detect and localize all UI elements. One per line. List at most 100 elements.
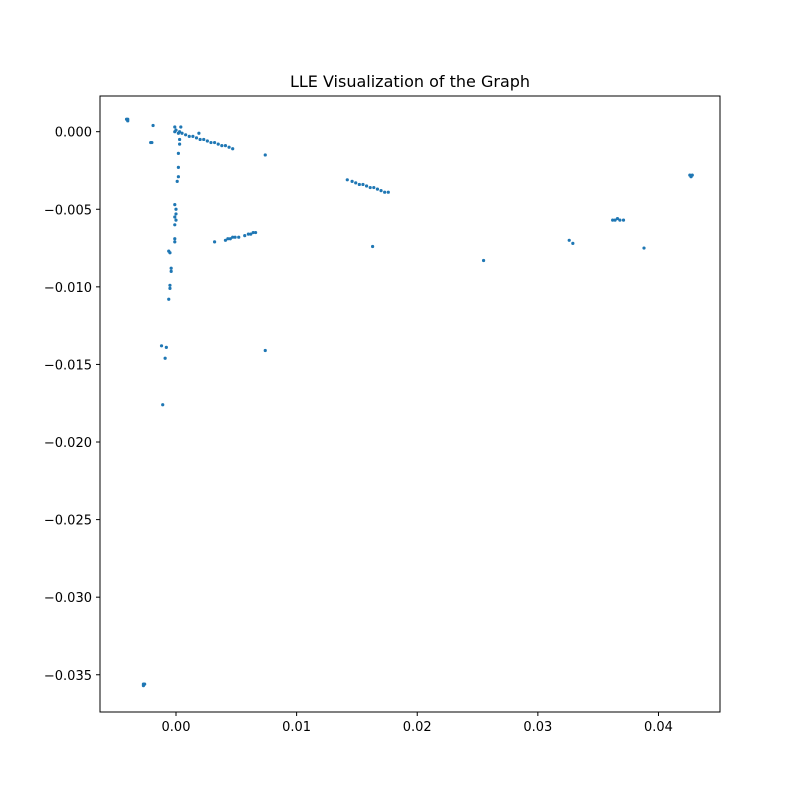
data-point: [254, 230, 258, 235]
y-tick-label: −0.030: [44, 591, 92, 606]
data-point: [173, 203, 177, 207]
data-point: [173, 125, 177, 129]
data-point: [194, 136, 199, 140]
data-point: [205, 139, 209, 143]
y-axis: 0.000 −0.005 −0.010 −0.015 −0.020 −0.025 −0.03…: [44, 126, 100, 684]
data-point: [176, 175, 180, 179]
data-point: [345, 178, 349, 182]
data-point: [169, 266, 173, 270]
data-point: [237, 235, 241, 239]
data-point: [615, 216, 620, 221]
data-point: [613, 218, 617, 222]
data-point: [149, 140, 153, 145]
data-point: [383, 190, 387, 194]
data-point: [263, 348, 267, 353]
data-point: [571, 241, 575, 246]
data-point: [216, 142, 220, 146]
data-point: [231, 147, 235, 151]
data-point: [174, 207, 178, 211]
y-tick-label: 0.000: [55, 126, 92, 141]
y-tick-label: −0.005: [44, 203, 92, 218]
data-point: [179, 125, 183, 129]
data-point: [191, 134, 195, 138]
data-point: [178, 130, 182, 134]
data-point: [124, 117, 129, 121]
data-point: [364, 184, 369, 188]
data-point: [226, 237, 230, 241]
data-point: [368, 185, 372, 190]
x-tick-label: 0.02: [403, 720, 432, 735]
data-point: [175, 179, 179, 183]
data-point: [375, 187, 380, 191]
y-tick-label: −0.020: [44, 436, 92, 451]
data-point: [642, 246, 646, 250]
data-point: [174, 212, 178, 216]
data-point: [161, 403, 165, 407]
data-point: [223, 238, 228, 242]
data-point: [151, 123, 155, 128]
data-point: [159, 344, 164, 348]
data-point: [169, 269, 173, 273]
data-point: [249, 232, 253, 236]
data-point: [228, 237, 232, 241]
data-point: [379, 189, 383, 193]
data-point: [246, 232, 250, 236]
data-point: [180, 131, 184, 135]
data-point: [197, 131, 201, 135]
data-point: [184, 133, 188, 137]
data-point: [178, 137, 182, 142]
y-tick-label: −0.035: [44, 669, 92, 684]
data-point: [176, 151, 180, 156]
data-point: [357, 182, 361, 187]
data-point: [227, 145, 231, 149]
points-layer: [124, 117, 694, 688]
x-tick-label: 0.01: [282, 720, 311, 735]
data-point: [173, 240, 177, 244]
data-point: [174, 218, 178, 222]
data-point: [233, 235, 237, 239]
data-point: [164, 345, 168, 349]
x-tick-label: 0.04: [644, 720, 673, 735]
data-point: [621, 218, 626, 222]
y-tick-label: −0.025: [44, 514, 92, 529]
data-point: [611, 218, 615, 222]
data-point: [220, 144, 224, 148]
data-point: [212, 140, 217, 145]
data-point: [372, 185, 376, 190]
chart-title: LLE Visualization of the Graph: [290, 72, 530, 91]
data-point: [361, 182, 365, 187]
data-point: [173, 237, 177, 241]
data-point: [174, 128, 178, 132]
data-point: [141, 684, 146, 688]
data-point: [481, 258, 486, 263]
data-point: [168, 286, 172, 290]
data-point: [187, 134, 191, 138]
x-tick-label: 0.03: [523, 720, 552, 735]
data-point: [231, 235, 235, 239]
y-tick-label: −0.010: [44, 281, 92, 296]
data-point: [178, 142, 182, 146]
data-point: [167, 297, 171, 301]
y-tick-label: −0.015: [44, 358, 92, 373]
data-point: [618, 218, 622, 222]
x-tick-label: 0.00: [162, 720, 191, 735]
data-point: [209, 140, 213, 145]
data-point: [198, 137, 202, 142]
data-point: [243, 234, 247, 238]
data-point: [168, 283, 172, 287]
data-point: [173, 223, 177, 227]
data-point: [251, 230, 255, 235]
data-point: [263, 153, 267, 157]
data-point: [176, 165, 180, 169]
data-point: [202, 137, 206, 142]
data-point: [173, 215, 177, 219]
data-point: [354, 181, 358, 185]
data-point: [690, 173, 694, 177]
data-point: [168, 251, 172, 255]
data-point: [386, 190, 390, 194]
data-point: [212, 240, 217, 244]
x-axis: 0.00 0.01 0.02 0.03 0.04: [162, 712, 673, 735]
data-point: [223, 144, 228, 148]
